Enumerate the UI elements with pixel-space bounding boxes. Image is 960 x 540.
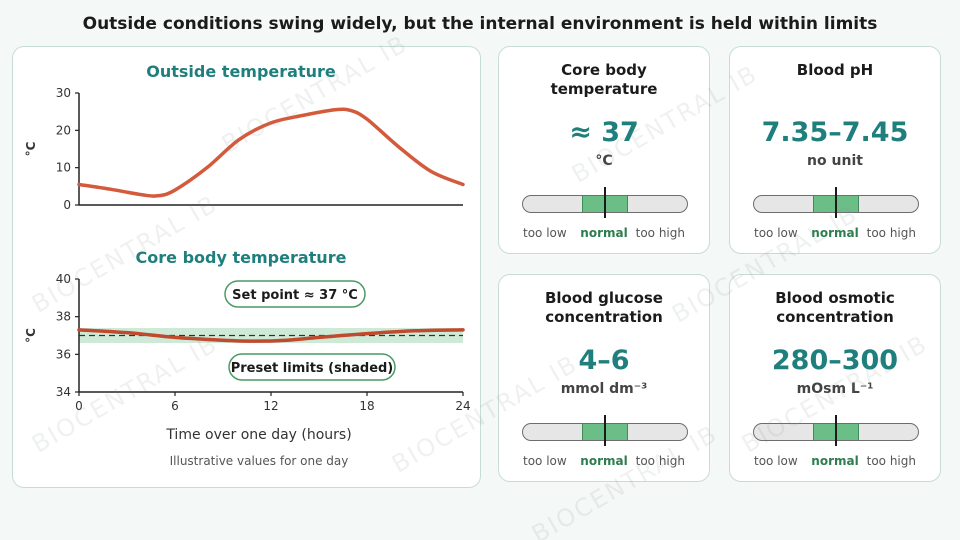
card-blood-osmotic: Blood osmotic concentration 280–300 mOsm… (729, 274, 941, 482)
card-title: Core body temperature (550, 61, 658, 98)
preset-limits-label: Preset limits (shaded) (228, 353, 396, 381)
charts-svg: Outside temperature 0 10 20 30 °C Core body te… (24, 62, 471, 468)
label-too-low: too low (754, 454, 798, 468)
card-value: 4–6 (578, 345, 630, 376)
card-blood-glucose: Blood glucose concentration 4–6 mmol dm⁻… (498, 274, 710, 482)
gauge-marker (835, 187, 837, 218)
chart-note: Illustrative values for one day (170, 454, 349, 468)
set-point-label-box (224, 280, 366, 308)
gauge-labels: too low normal too high (730, 226, 940, 242)
x-tick-label: 0 (75, 399, 83, 413)
card-value: ≈ 37 (569, 117, 639, 148)
card-unit: mmol dm⁻³ (560, 381, 648, 397)
label-normal: normal (811, 226, 859, 240)
card-core-temperature: Core body temperature ≈ 37 °C too low no… (498, 46, 710, 254)
label-too-high: too high (866, 454, 916, 468)
chart-title: Outside temperature (146, 62, 336, 81)
series-line (77, 107, 465, 198)
page-title: Outside conditions swing widely, but the… (82, 14, 878, 34)
card-title: Blood glucose concentration (544, 289, 663, 326)
x-tick-label: 12 (263, 399, 278, 413)
y-tick-label: 34 (56, 385, 71, 399)
label-too-low: too low (523, 226, 567, 240)
y-axis-label: °C (24, 141, 38, 156)
gauge-marker (604, 415, 606, 446)
y-tick-label: 38 (56, 310, 71, 324)
y-tick-label: 30 (56, 86, 71, 100)
chart-title: Core body temperature (136, 248, 347, 267)
x-tick-label: 24 (455, 399, 470, 413)
label-normal: normal (580, 226, 628, 240)
y-tick-label: 20 (56, 123, 71, 137)
card-value: 7.35–7.45 (761, 117, 909, 148)
series-line (77, 328, 465, 343)
card-unit: mOsm L⁻¹ (796, 381, 874, 397)
label-too-high: too high (635, 226, 685, 240)
gauge-marker (835, 415, 837, 446)
y-tick-label: 36 (56, 347, 71, 361)
card-unit: no unit (807, 153, 863, 169)
preset-limits-label-text: Preset limits (shaded) (231, 361, 394, 376)
label-too-low: too low (523, 454, 567, 468)
label-too-low: too low (754, 226, 798, 240)
chart-panel: Outside temperature 0 10 20 30 °C Core body te… (12, 46, 481, 488)
label-too-high: too high (635, 454, 685, 468)
label-too-high: too high (866, 226, 916, 240)
gauge-labels: too low normal too high (730, 454, 940, 470)
card-title: Blood osmotic concentration (775, 289, 895, 326)
x-tick-label: 6 (171, 399, 179, 413)
card-blood-ph: Blood pH 7.35–7.45 no unit too low norma… (729, 46, 941, 254)
set-point-label: Set point ≈ 37 °C (224, 280, 366, 308)
label-normal: normal (580, 454, 628, 468)
preset-limits-label-box (228, 353, 396, 381)
card-value: 280–300 (771, 345, 899, 376)
label-normal: normal (811, 454, 859, 468)
gauge-labels: too low normal too high (499, 226, 709, 242)
y-tick-label: 40 (56, 272, 71, 286)
card-unit: °C (595, 153, 613, 169)
x-tick-label: 18 (359, 399, 374, 413)
x-axis-label: Time over one day (hours) (165, 427, 351, 443)
set-point-label-text: Set point ≈ 37 °C (232, 288, 358, 303)
gauge-labels: too low normal too high (499, 454, 709, 470)
y-axis-label: °C (24, 328, 38, 343)
card-title: Blood pH (796, 61, 874, 79)
y-tick-label: 10 (56, 161, 71, 175)
gauge-marker (604, 187, 606, 218)
y-tick-label: 0 (63, 198, 71, 212)
